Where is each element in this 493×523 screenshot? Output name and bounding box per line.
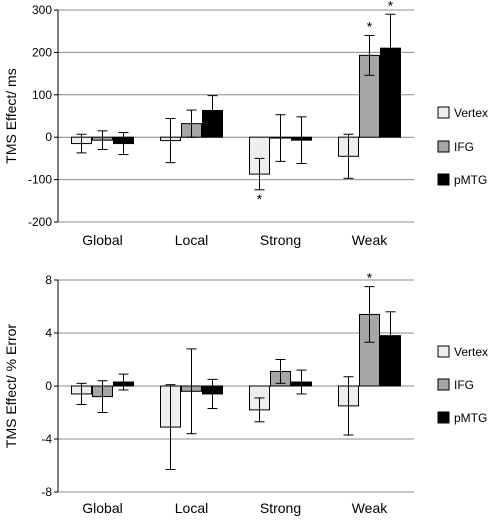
legend-label: Vertex xyxy=(454,345,488,359)
y-tick-label: 8 xyxy=(45,273,52,287)
y-tick-label: -8 xyxy=(41,485,52,499)
x-category-label: Strong xyxy=(260,500,301,516)
x-category-label: Global xyxy=(82,500,122,516)
significance-marker: * xyxy=(388,0,394,13)
legend-swatch xyxy=(437,106,450,119)
y-tick-label: 300 xyxy=(32,3,52,17)
y-tick-label: 200 xyxy=(32,45,52,59)
x-category-label: Strong xyxy=(260,232,301,248)
significance-marker: * xyxy=(257,191,263,207)
y-axis-title: TMS Effect/ % Error xyxy=(3,324,19,449)
y-tick-label: -4 xyxy=(41,432,52,446)
x-category-label: Global xyxy=(82,232,122,248)
legend-swatch xyxy=(437,173,450,186)
chart-panel-1: 300 200 100 0 -100 -200 TMS Effect/ ms Global Lo… xyxy=(3,0,488,248)
legend-label: pMTG xyxy=(454,173,487,187)
legend-label: IFG xyxy=(454,140,474,154)
legend-label: pMTG xyxy=(454,411,487,425)
y-tick-label: -100 xyxy=(28,173,52,187)
legend-swatch xyxy=(437,378,450,391)
y-tick-label: 0 xyxy=(45,379,52,393)
x-category-label: Local xyxy=(175,500,208,516)
x-category-label: Weak xyxy=(352,232,389,248)
y-axis-title: TMS Effect/ ms xyxy=(3,68,19,163)
x-category-label: Local xyxy=(175,232,208,248)
y-tick-label: 4 xyxy=(45,326,52,340)
x-category-label: Weak xyxy=(352,500,389,516)
legend-swatch xyxy=(437,345,450,358)
legend-label: IFG xyxy=(454,378,474,392)
y-tick-label: 0 xyxy=(45,130,52,144)
chart-panel-2: 8 4 0 -4 -8 TMS Effect/ % Error Global Local Str… xyxy=(3,270,488,516)
legend-swatch xyxy=(437,411,450,424)
significance-marker: * xyxy=(367,270,373,286)
significance-marker: * xyxy=(367,18,373,34)
legend-label: Vertex xyxy=(454,106,488,120)
legend-swatch xyxy=(437,140,450,153)
y-tick-label: -200 xyxy=(28,215,52,229)
y-tick-label: 100 xyxy=(32,88,52,102)
